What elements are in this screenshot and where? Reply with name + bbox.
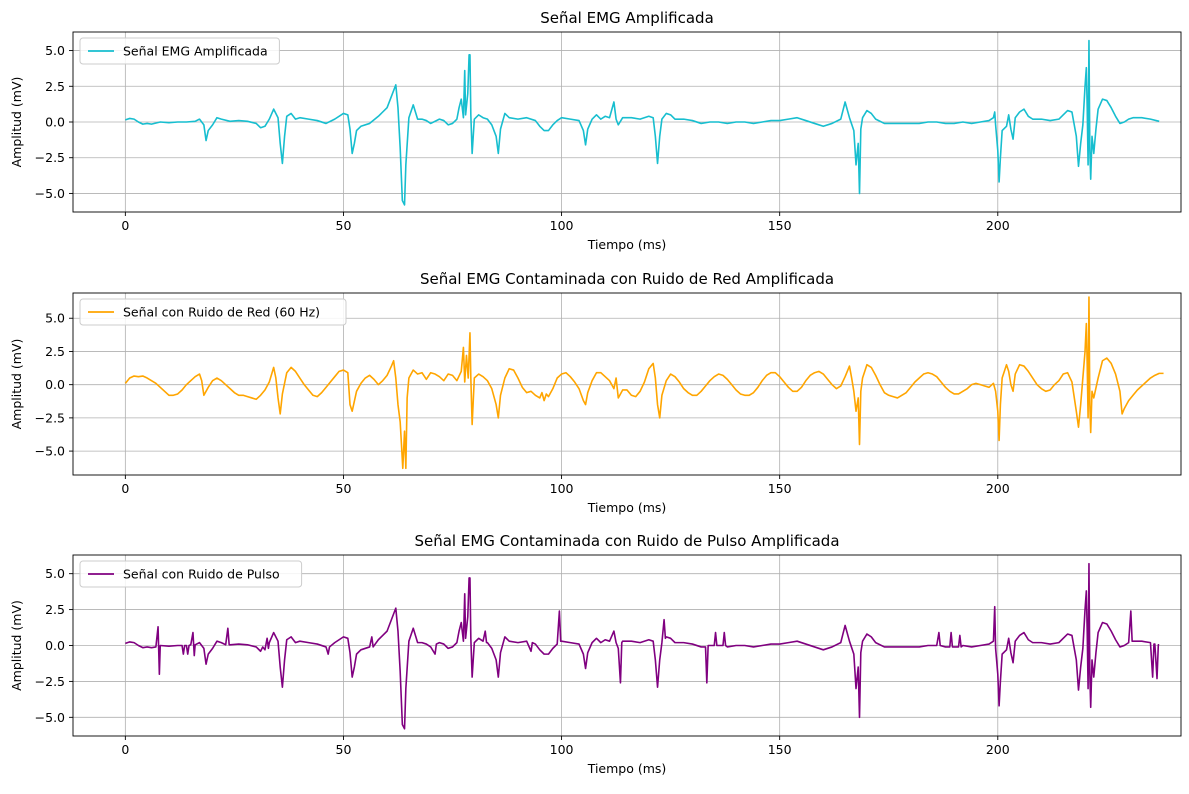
x-tick-label: 150 xyxy=(768,742,792,757)
x-tick-label: 0 xyxy=(121,481,129,496)
x-tick-label: 0 xyxy=(121,218,129,233)
y-tick-label: −5.0 xyxy=(35,444,65,459)
x-tick-label: 100 xyxy=(550,481,574,496)
legend: Señal EMG Amplificada xyxy=(79,37,280,65)
y-tick-label: −2.5 xyxy=(35,150,65,165)
x-tick-label: 200 xyxy=(986,218,1010,233)
x-tick-label: 150 xyxy=(768,218,792,233)
legend-label: Señal con Ruido de Red (60 Hz) xyxy=(123,305,320,320)
y-tick-label: −5.0 xyxy=(35,710,65,725)
x-tick-label: 200 xyxy=(986,481,1010,496)
x-tick-label: 100 xyxy=(550,742,574,757)
x-axis-label: Tiempo (ms) xyxy=(587,237,667,252)
y-tick-label: 0.0 xyxy=(45,638,65,653)
series-line-1 xyxy=(124,296,1164,470)
x-tick-label: 50 xyxy=(336,481,352,496)
y-tick-label: −5.0 xyxy=(35,186,65,201)
chart-panel-1: 0 50 100 150 200 −5.0 −2.5 0.0 2.5 5.0 Señal EMG A… xyxy=(9,9,1182,252)
series-line-1 xyxy=(125,39,1160,206)
x-axis-label: Tiempo (ms) xyxy=(587,761,667,776)
y-tick-label: 0.0 xyxy=(45,377,65,392)
x-axis-label: Tiempo (ms) xyxy=(587,500,667,515)
legend: Señal con Ruido de Red (60 Hz) xyxy=(79,298,347,326)
legend-label: Señal EMG Amplificada xyxy=(123,44,268,59)
x-tick-label: 100 xyxy=(550,218,574,233)
chart-title: Señal EMG Amplificada xyxy=(540,9,714,27)
y-axis-label: Amplitud (mV) xyxy=(9,77,24,168)
x-tick-label: 0 xyxy=(121,742,129,757)
legend-box xyxy=(79,298,347,326)
y-tick-label: 5.0 xyxy=(45,43,65,58)
y-tick-label: 2.5 xyxy=(45,602,65,617)
legend-label: Señal con Ruido de Pulso xyxy=(123,567,280,582)
chart-title: Señal EMG Contaminada con Ruido de Red A… xyxy=(420,270,834,288)
chart-panel-3: 0 50 100 150 200 −5.0 −2.5 0.0 2.5 5.0 Señal EMG C… xyxy=(9,532,1182,776)
y-tick-label: 5.0 xyxy=(45,566,65,581)
legend-box xyxy=(79,560,303,588)
chart-title: Señal EMG Contaminada con Ruido de Pulso… xyxy=(414,532,839,550)
x-tick-label: 50 xyxy=(336,218,352,233)
series-line-1 xyxy=(125,562,1160,730)
x-tick-label: 150 xyxy=(768,481,792,496)
legend-box xyxy=(79,37,280,65)
y-tick-label: 2.5 xyxy=(45,344,65,359)
axes-frame xyxy=(72,292,1182,476)
y-tick-label: 2.5 xyxy=(45,79,65,94)
legend: Señal con Ruido de Pulso xyxy=(79,560,303,588)
chart-panel-2: 0 50 100 150 200 −5.0 −2.5 0.0 2.5 5.0 Señal EMG C… xyxy=(9,270,1182,515)
y-tick-label: −2.5 xyxy=(35,674,65,689)
x-tick-label: 50 xyxy=(336,742,352,757)
y-tick-label: −2.5 xyxy=(35,410,65,425)
y-axis-label: Amplitud (mV) xyxy=(9,600,24,691)
x-tick-label: 200 xyxy=(986,742,1010,757)
y-tick-label: 0.0 xyxy=(45,115,65,130)
y-axis-label: Amplitud (mV) xyxy=(9,339,24,430)
y-tick-label: 5.0 xyxy=(45,311,65,326)
